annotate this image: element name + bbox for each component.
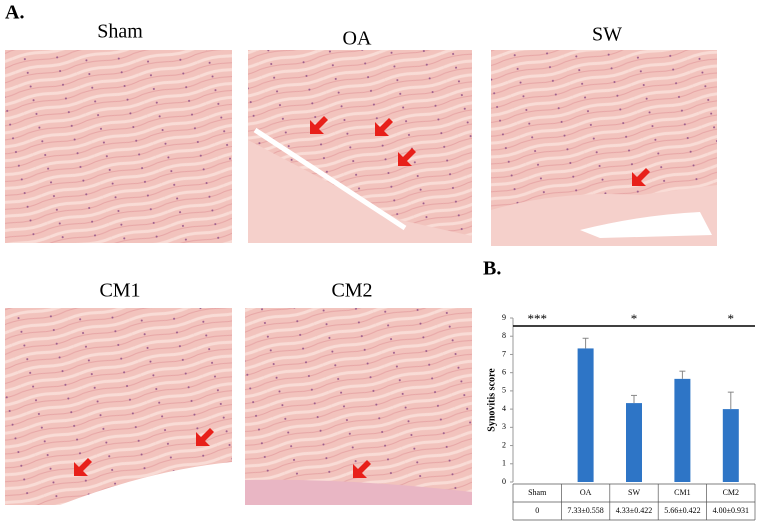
y-tick-label: 4 [502,404,506,413]
y-tick-label: 7 [502,349,506,358]
significance-mark: *** [527,311,547,326]
panel-title: CM1 [99,280,140,302]
panel-label: B. [483,258,501,280]
y-tick-label: 3 [502,422,506,431]
panel-label: A. [5,2,24,24]
table-category: Sham [528,488,547,497]
tissue-gap [580,212,712,238]
y-tick-label: 9 [502,313,506,322]
table-category: CM1 [674,488,690,497]
table-category: OA [580,488,592,497]
bar [674,378,691,482]
tissue-gap [253,127,407,231]
table-value: 5.66±0.422 [664,506,700,515]
significance-mark: * [631,311,638,326]
histology-image [5,50,232,243]
tissue-region [245,479,472,505]
panel-title: CM2 [331,280,372,302]
panel-title: SW [592,24,622,46]
bar [626,403,642,482]
y-axis-title: Synovitis score [486,368,497,432]
y-tick-label: 5 [502,386,506,395]
table-category: CM2 [723,488,739,497]
table-value: 0 [535,506,539,515]
significance-mark: * [728,311,735,326]
bar [722,409,739,482]
table-value: 7.33±0.558 [567,506,603,515]
y-tick-label: 2 [502,440,506,449]
table-value: 4.33±0.422 [616,506,652,515]
panel-title: OA [343,28,372,50]
table-value: 4.00±0.931 [713,506,749,515]
panel-title: Sham [97,21,143,43]
table-category: SW [628,488,640,497]
y-tick-label: 6 [502,367,506,376]
bar [577,348,594,482]
y-tick-label: 1 [502,459,506,468]
tissue-region [248,140,472,243]
y-tick-label: 0 [502,477,506,486]
tissue-gap [60,462,232,505]
y-tick-label: 8 [502,331,506,340]
